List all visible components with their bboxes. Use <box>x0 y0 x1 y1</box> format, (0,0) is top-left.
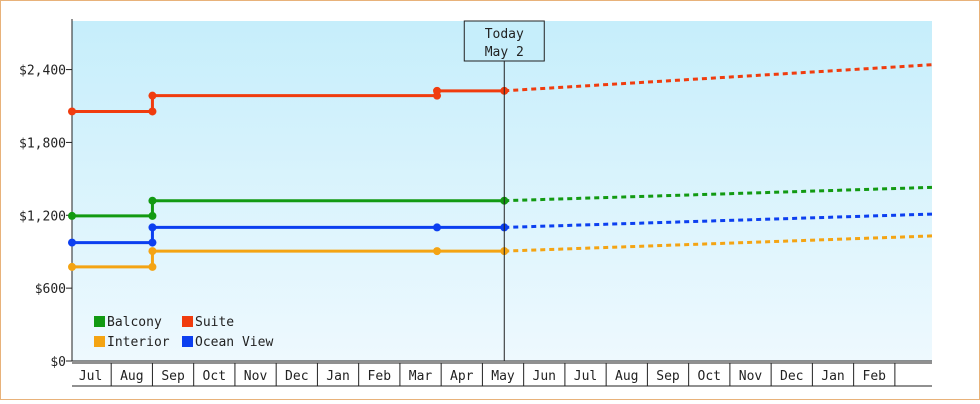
x-month-label: Nov <box>244 369 268 384</box>
balcony-history-line <box>72 199 505 218</box>
suite-point <box>148 91 157 100</box>
today-box <box>463 20 545 62</box>
x-month-label: Jan <box>326 369 349 384</box>
x-month-label: Jun <box>533 369 556 384</box>
interior-point <box>68 262 76 271</box>
x-month-label: Feb <box>863 369 887 384</box>
x-month-label: Aug <box>615 369 638 384</box>
interior-point <box>433 247 442 256</box>
y-tick-label: $2,400 <box>19 64 66 79</box>
legend-label-interior: Interior <box>107 335 170 350</box>
ocean-view-point <box>433 223 442 232</box>
legend: Balcony Suite Interior Ocean View <box>94 315 273 350</box>
x-month-label: Sep <box>161 369 185 384</box>
balcony-point <box>148 196 157 205</box>
y-tick-label: $1,800 <box>19 136 66 151</box>
y-tick-label: $0 <box>50 355 66 370</box>
today-date: May 2 <box>485 45 524 60</box>
x-month-label: Aug <box>120 369 143 384</box>
legend-swatch-suite <box>182 316 193 327</box>
today-marker: Today May 2 <box>463 20 545 361</box>
x-month-label: Dec <box>780 369 803 384</box>
x-month-label: Nov <box>739 369 763 384</box>
x-month-label: Feb <box>368 369 392 384</box>
today-label: Today <box>485 27 524 42</box>
legend-label-balcony: Balcony <box>107 315 162 330</box>
x-month-label: Sep <box>656 369 680 384</box>
legend-swatch-balcony <box>94 316 105 327</box>
suite-point <box>148 107 157 116</box>
x-month-label: Oct <box>698 369 721 384</box>
y-tick-label: $1,200 <box>19 209 66 224</box>
series-layer <box>68 63 933 271</box>
x-month-label: Jul <box>79 369 102 384</box>
x-month-label: Jul <box>574 369 597 384</box>
legend-label-suite: Suite <box>195 315 234 330</box>
legend-swatch-interior <box>94 336 105 347</box>
x-month-label: Mar <box>409 369 433 384</box>
x-month-label: Dec <box>285 369 308 384</box>
x-month-label: Apr <box>450 369 474 384</box>
plot-background <box>72 21 932 361</box>
x-month-label: Jan <box>821 369 844 384</box>
interior-point <box>148 247 157 256</box>
suite-history-line <box>72 89 505 113</box>
suite-point <box>433 86 442 95</box>
suite-point <box>68 107 76 116</box>
balcony-point <box>148 211 157 220</box>
legend-label-ocean-view: Ocean View <box>195 335 273 350</box>
ocean-view-point <box>148 223 157 232</box>
x-month-label: Oct <box>203 369 226 384</box>
axes: $0 $600 $1,200 $1,800 $2,400 Jul Aug Sep Oct Nov D… <box>19 19 932 387</box>
interior-point <box>148 262 157 271</box>
ocean-view-point <box>68 238 76 247</box>
legend-swatch-ocean-view <box>182 336 193 347</box>
ocean-view-point <box>148 238 157 247</box>
x-month-label: May <box>491 369 515 384</box>
y-tick-label: $600 <box>35 282 66 297</box>
balcony-point <box>68 211 76 220</box>
